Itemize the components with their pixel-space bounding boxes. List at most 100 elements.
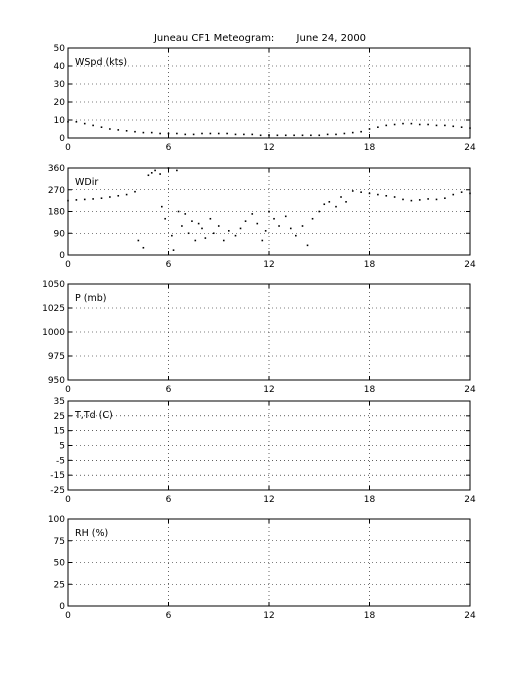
data-point-wdir	[251, 213, 254, 215]
panel-t-td-c: 0 6 12 18 24 -25 -15 -5 5 15 25 35 T,Td (C)	[50, 397, 476, 505]
data-point-wspd-kts	[284, 134, 287, 137]
data-point-wdir	[117, 194, 120, 197]
data-point-wdir	[75, 199, 78, 201]
data-point-wdir	[340, 196, 342, 198]
data-point-wspd-kts	[176, 132, 178, 135]
data-point-wspd-kts	[326, 133, 329, 136]
data-point-wdir	[137, 239, 140, 242]
data-point-wdir	[460, 191, 463, 193]
x-tick-label: 6	[166, 143, 172, 153]
y-tick-label: 0	[59, 134, 65, 144]
x-tick-label: 12	[263, 260, 274, 270]
data-point-wspd-kts	[109, 128, 111, 130]
data-point-wdir	[154, 169, 156, 172]
data-point-wdir	[368, 192, 371, 195]
data-point-wdir	[134, 190, 136, 193]
data-point-wspd-kts	[276, 134, 279, 137]
data-point-wdir	[306, 244, 309, 247]
data-point-wdir	[301, 225, 304, 227]
panel-wspd-kts: 0 6 12 18 24 0 10 20 30 40 50 WSpd (kts)	[54, 44, 476, 153]
data-point-wdir	[418, 199, 421, 201]
data-point-wspd-kts	[243, 133, 245, 136]
y-tick-label: 180	[48, 208, 65, 218]
data-point-wdir	[278, 225, 280, 227]
data-point-wdir	[328, 201, 331, 203]
data-point-wdir	[295, 234, 297, 237]
y-tick-label: 10	[54, 116, 66, 126]
data-point-wspd-kts	[100, 126, 103, 128]
panel-label-wspd-kts: WSpd (kts)	[75, 57, 127, 68]
x-tick-label: 6	[166, 611, 172, 621]
data-point-wspd-kts	[150, 131, 153, 134]
data-point-wdir	[273, 217, 275, 220]
data-point-wspd-kts	[117, 129, 120, 131]
data-point-wspd-kts	[83, 122, 86, 125]
data-point-wdir	[323, 203, 326, 206]
data-point-wspd-kts	[444, 124, 446, 127]
data-point-wspd-kts	[251, 133, 254, 136]
data-point-wdir	[171, 234, 173, 237]
y-tick-label: -5	[56, 456, 65, 466]
data-point-wdir	[187, 232, 190, 235]
x-tick-label: 24	[464, 385, 476, 395]
data-point-wspd-kts	[226, 132, 228, 135]
y-tick-label: -15	[50, 471, 65, 481]
data-point-wdir	[289, 227, 292, 230]
data-point-wspd-kts	[427, 123, 429, 126]
data-point-wdir	[181, 225, 183, 227]
y-tick-label: 0	[59, 602, 65, 612]
y-tick-label: 270	[48, 186, 65, 196]
panel-p-mb: 0 6 12 18 24 950 975 1000 1025 1050 P (mb)	[42, 280, 476, 395]
data-point-wspd-kts	[134, 130, 136, 133]
data-point-wdir	[150, 172, 153, 174]
x-tick-label: 0	[65, 260, 71, 270]
data-point-wdir	[67, 199, 69, 202]
data-point-wdir	[452, 193, 455, 196]
panel-label-rh: RH (%)	[75, 528, 108, 539]
x-tick-label: 18	[364, 495, 376, 505]
data-point-wspd-kts	[360, 130, 362, 133]
data-point-wdir	[176, 169, 178, 172]
data-point-wspd-kts	[217, 132, 220, 135]
data-point-wdir	[385, 194, 388, 197]
data-point-wspd-kts	[385, 124, 388, 127]
x-tick-label: 12	[263, 143, 274, 153]
data-point-wspd-kts	[167, 132, 170, 135]
y-tick-label: 90	[54, 229, 66, 239]
data-point-wdir	[125, 193, 128, 196]
data-point-wdir	[100, 197, 103, 200]
y-tick-label: -25	[50, 486, 65, 496]
data-point-wdir	[377, 193, 379, 196]
data-point-wspd-kts	[125, 130, 128, 132]
data-point-wdir	[261, 239, 264, 242]
data-point-wdir	[402, 198, 404, 201]
data-point-wdir	[311, 217, 314, 220]
x-tick-label: 6	[166, 495, 172, 505]
data-point-wspd-kts	[410, 122, 413, 125]
data-point-wspd-kts	[259, 134, 262, 137]
y-tick-label: 35	[54, 397, 65, 407]
data-point-wspd-kts	[377, 126, 379, 128]
data-point-wdir	[172, 249, 175, 251]
data-point-wdir	[197, 222, 200, 225]
data-point-wdir	[444, 197, 446, 200]
data-point-wspd-kts	[310, 134, 312, 137]
data-point-wspd-kts	[184, 133, 187, 136]
y-tick-label: 25	[54, 580, 65, 590]
y-tick-label: 5	[59, 442, 65, 452]
y-tick-label: 0	[59, 251, 65, 261]
y-tick-label: 950	[48, 376, 65, 386]
data-point-wdir	[335, 205, 337, 208]
y-tick-label: 40	[54, 62, 66, 72]
data-point-wspd-kts	[234, 133, 237, 136]
y-tick-label: 975	[48, 352, 65, 362]
data-point-wdir	[345, 201, 347, 203]
y-tick-label: 360	[48, 164, 65, 174]
x-tick-label: 18	[364, 611, 376, 621]
data-point-wspd-kts	[201, 132, 203, 135]
x-tick-label: 12	[263, 495, 274, 505]
panel-wdir: 0 6 12 18 24 0 90 180 270 360 WDir	[48, 164, 476, 270]
data-point-wspd-kts	[67, 121, 69, 123]
data-point-wdir	[177, 210, 180, 213]
